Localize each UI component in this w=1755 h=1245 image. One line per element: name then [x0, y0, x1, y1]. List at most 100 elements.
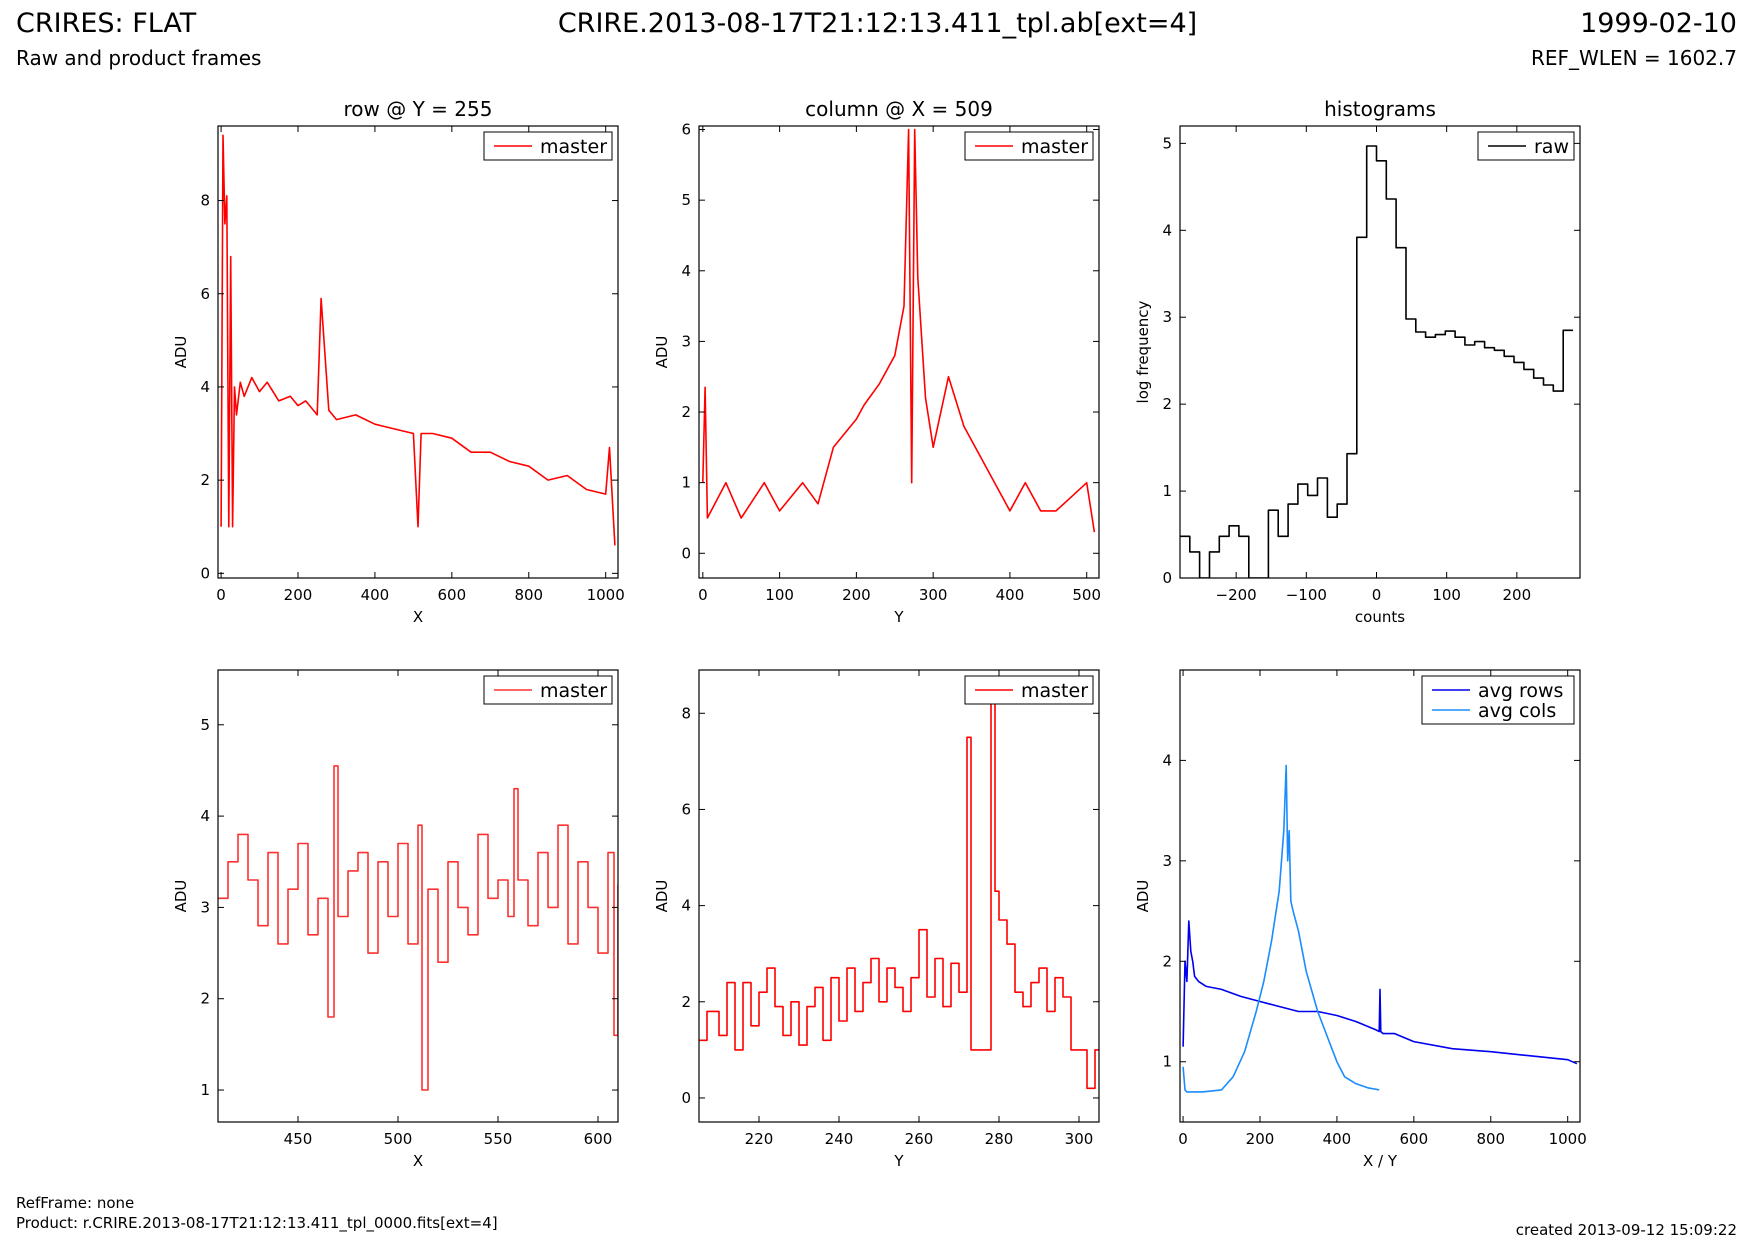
y-tick-label: 3 [1162, 308, 1172, 326]
x-tick-label: 200 [284, 586, 313, 604]
y-tick-label: 1 [1162, 482, 1172, 500]
y-tick-label: 2 [1162, 952, 1172, 970]
chart-title: column @ X = 509 [805, 97, 993, 121]
x-tick-label: 1000 [587, 586, 625, 604]
series-master-line [699, 688, 1099, 1090]
x-tick-label: 100 [765, 586, 794, 604]
plot-frame [1179, 669, 1581, 1123]
y-axis-label: log frequency [1134, 300, 1152, 403]
series-master-line [220, 134, 616, 546]
x-axis-label: Y [893, 608, 904, 626]
y-tick-label: 2 [681, 993, 691, 1011]
y-tick-label: 4 [200, 378, 210, 396]
legend-label: master [540, 136, 607, 158]
chart-averages: 0 200 400 600 800 1000 1 2 3 4 X / Y ADU avg rowsavg… [1134, 669, 1587, 1170]
x-tick-label: 200 [1503, 586, 1532, 604]
plot-frame [698, 669, 1100, 1123]
x-tick-label: 300 [919, 586, 948, 604]
x-axis-label: X / Y [1363, 1152, 1398, 1170]
y-tick-label: 3 [200, 898, 210, 916]
x-tick-label: 500 [1072, 586, 1101, 604]
product-note: Product: r.CRIRE.2013-08-17T21:12:13.411… [16, 1214, 498, 1232]
y-tick-label: 6 [681, 121, 691, 139]
legend-box [964, 131, 1094, 161]
legend-label: master [1021, 136, 1088, 158]
plot-frame [217, 669, 619, 1123]
ref-wavelength: REF_WLEN = 1602.7 [1530, 46, 1737, 70]
chart-title: row @ Y = 255 [344, 97, 493, 121]
x-tick-label: 0 [216, 586, 226, 604]
x-tick-label: 240 [825, 1130, 854, 1148]
y-axis-label: ADU [172, 336, 190, 369]
legend-label: master [540, 680, 607, 702]
y-tick-label: 5 [681, 191, 691, 209]
x-tick-label: 220 [745, 1130, 774, 1148]
x-tick-label: −100 [1286, 586, 1327, 604]
y-tick-label: 6 [200, 285, 210, 303]
legend: master [483, 131, 613, 161]
y-tick-label: 4 [681, 897, 691, 915]
y-axis-label: ADU [172, 880, 190, 913]
x-tick-label: 400 [361, 586, 390, 604]
legend: raw [1477, 131, 1575, 161]
x-tick-label: 0 [1372, 586, 1382, 604]
x-tick-label: 450 [284, 1130, 313, 1148]
y-tick-label: 1 [200, 1081, 210, 1099]
y-tick-label: 2 [681, 403, 691, 421]
x-tick-label: 100 [1432, 586, 1461, 604]
legend-label: raw [1534, 136, 1569, 158]
figure-subtitle: Raw and product frames [16, 46, 262, 70]
file-name-title: CRIRE.2013-08-17T21:12:13.411_tpl.ab[ext… [557, 8, 1198, 39]
chart-row-zoom: 450 500 550 600 1 2 3 4 5 X ADU master [172, 669, 619, 1170]
x-tick-label: −200 [1216, 586, 1257, 604]
x-tick-label: 200 [1246, 1130, 1275, 1148]
x-tick-label: 600 [1400, 1130, 1429, 1148]
y-tick-label: 6 [681, 800, 691, 818]
refframe-note: RefFrame: none [16, 1194, 135, 1212]
y-tick-label: 0 [1162, 569, 1172, 587]
x-tick-label: 300 [1065, 1130, 1094, 1148]
series-master-line [218, 765, 618, 1091]
legend-box [1421, 675, 1575, 725]
x-tick-label: 550 [484, 1130, 513, 1148]
plot-frame [217, 125, 619, 579]
y-tick-label: 4 [681, 262, 691, 280]
x-tick-label: 600 [584, 1130, 613, 1148]
legend-label: avg cols [1478, 700, 1556, 722]
series-raw-line [1180, 145, 1573, 578]
plot-frame [1179, 125, 1581, 579]
y-tick-label: 0 [200, 564, 210, 582]
y-tick-label: 2 [1162, 395, 1172, 413]
y-tick-label: 8 [681, 704, 691, 722]
series-avg-rows-line [1182, 920, 1578, 1065]
x-tick-label: 500 [384, 1130, 413, 1148]
y-axis-label: ADU [1134, 880, 1152, 913]
x-axis-label: Y [893, 1152, 904, 1170]
plot-frame [698, 125, 1100, 579]
x-axis-label: X [413, 1152, 423, 1170]
y-tick-label: 3 [681, 332, 691, 350]
y-tick-label: 2 [200, 471, 210, 489]
y-tick-label: 4 [200, 807, 210, 825]
x-tick-label: 1000 [1549, 1130, 1587, 1148]
x-axis-label: counts [1355, 608, 1405, 626]
chart-histograms: −200 −100 0 100 200 0 1 2 3 4 5 histograms counts log… [1134, 97, 1581, 626]
figure-title: CRIRES: FLAT [16, 8, 197, 39]
y-tick-label: 0 [681, 544, 691, 562]
y-axis-label: ADU [653, 336, 671, 369]
chart-column: 0 100 200 300 400 500 0 1 2 3 4 5 6 column @ X = 509 Y… [653, 97, 1101, 626]
x-tick-label: 600 [438, 586, 467, 604]
y-axis-label: ADU [653, 880, 671, 913]
y-tick-label: 8 [200, 192, 210, 210]
x-tick-label: 800 [1476, 1130, 1505, 1148]
x-tick-label: 400 [1323, 1130, 1352, 1148]
y-tick-label: 5 [200, 716, 210, 734]
created-note: created 2013-09-12 15:09:22 [1515, 1221, 1737, 1239]
legend: master [483, 675, 613, 705]
series-avg-cols-line [1182, 764, 1380, 1093]
y-tick-label: 1 [681, 474, 691, 492]
y-tick-label: 4 [1162, 751, 1172, 769]
x-tick-label: 200 [842, 586, 871, 604]
